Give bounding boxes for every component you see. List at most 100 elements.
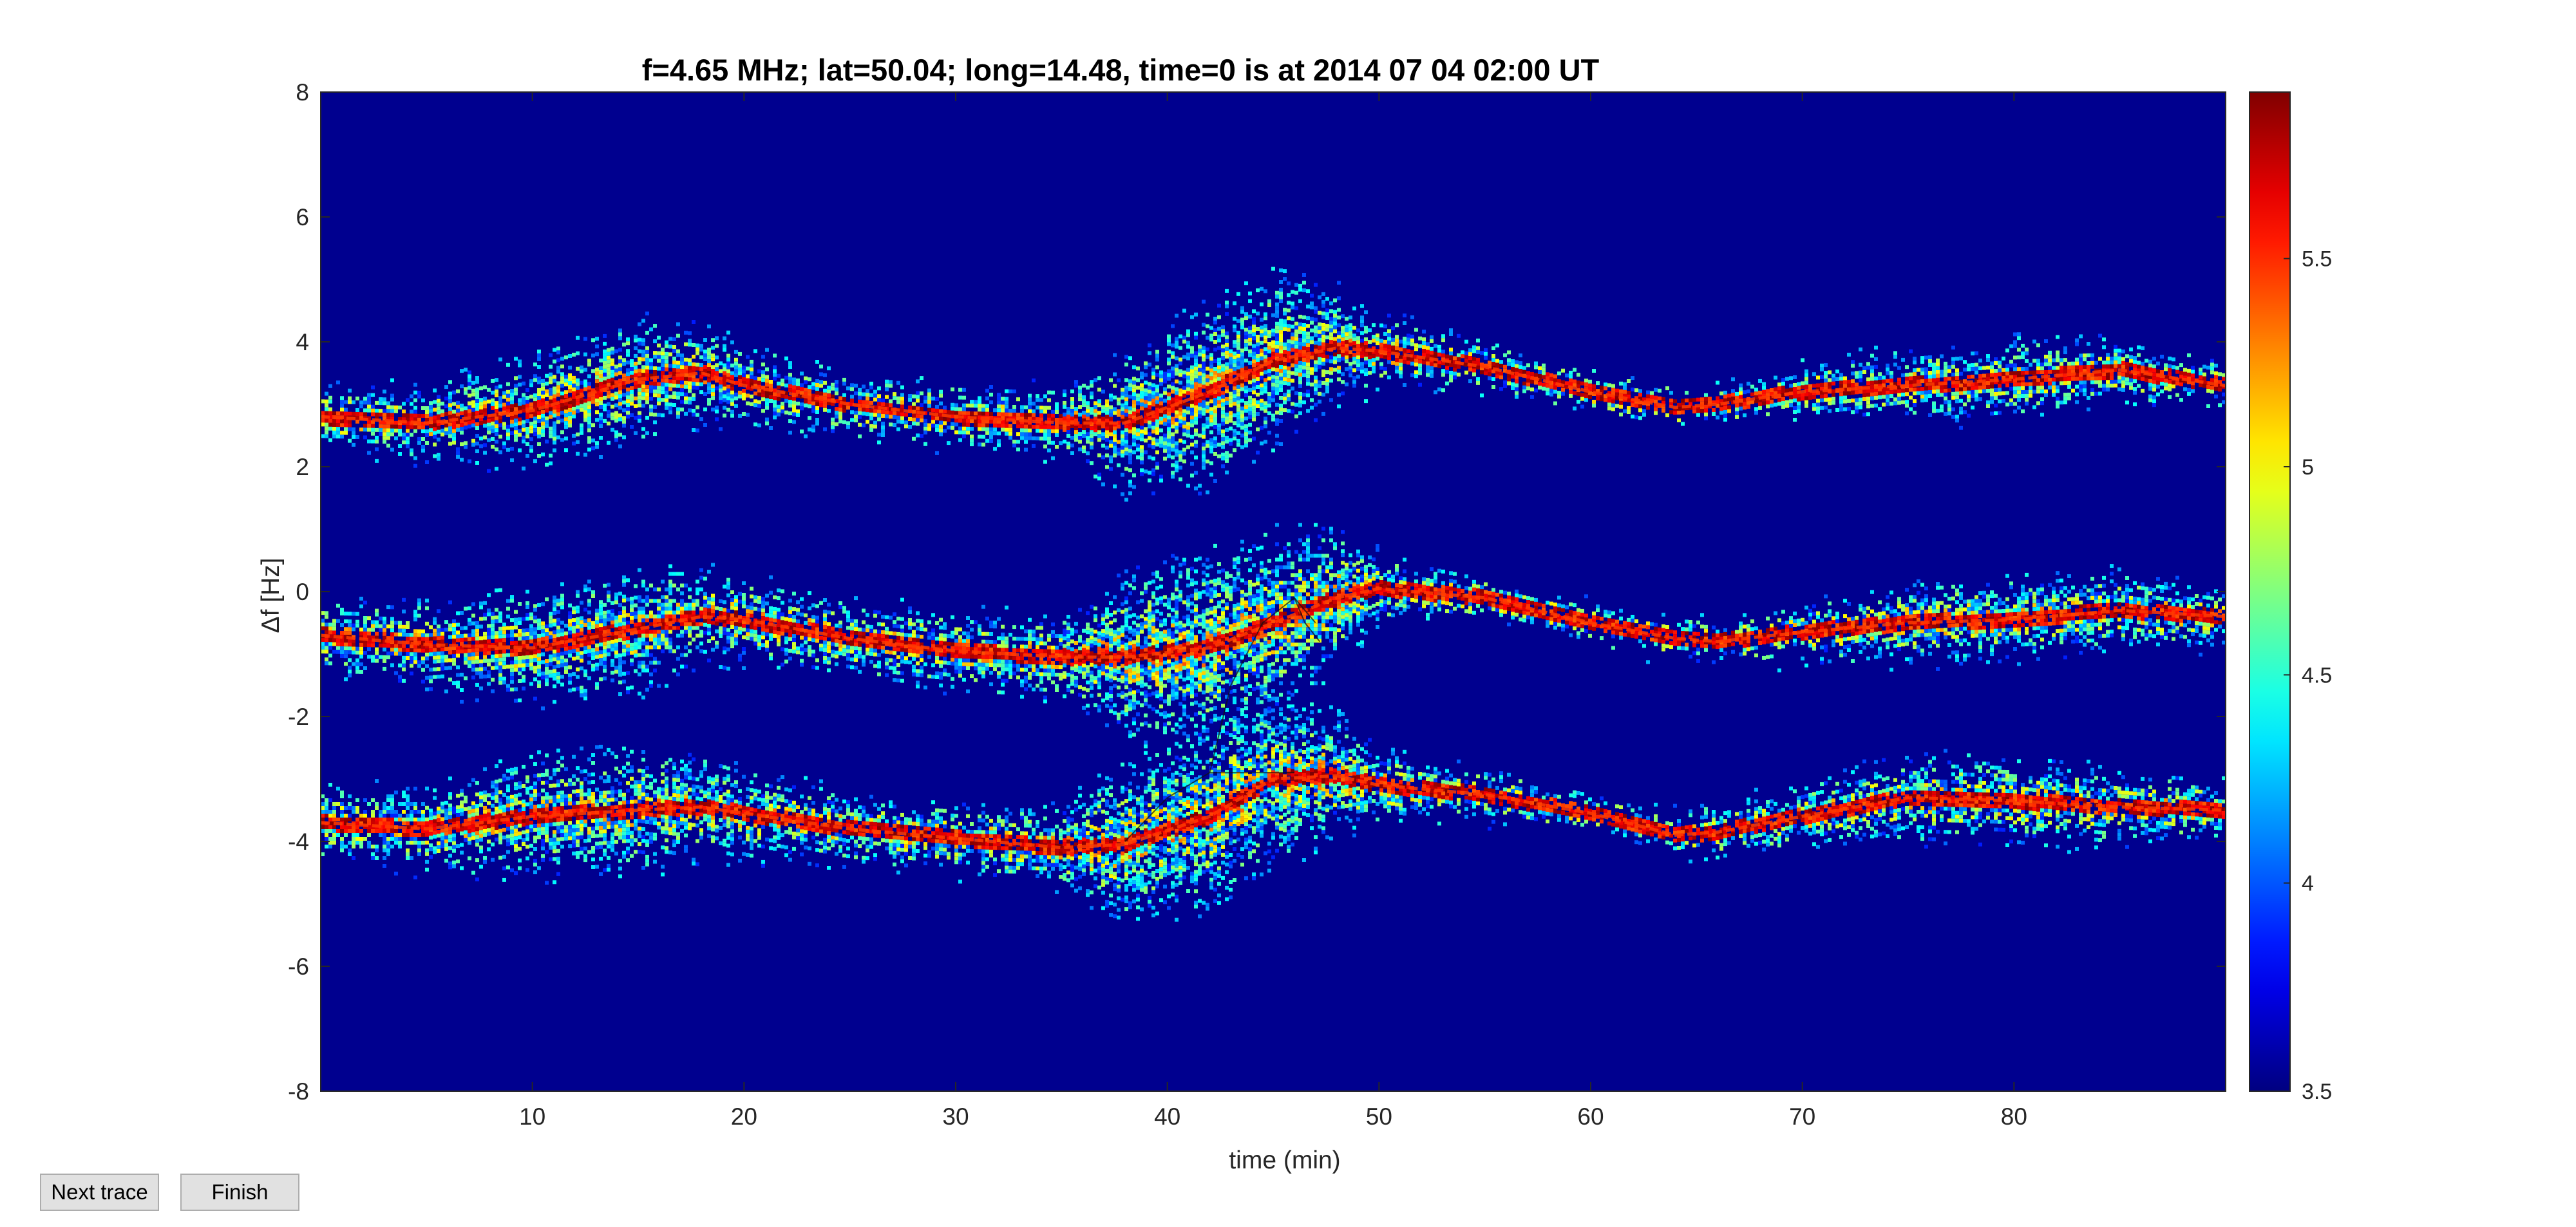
heatmap-cell (576, 409, 580, 413)
heatmap-cell (1275, 322, 1279, 326)
heatmap-cell (1117, 402, 1121, 406)
heatmap-cell (1171, 371, 1175, 375)
heatmap-cell (1190, 435, 1194, 439)
heatmap-cell (363, 397, 367, 400)
heatmap-cell (580, 431, 583, 435)
heatmap-cell (1279, 350, 1283, 353)
heatmap-cell (1090, 434, 1094, 438)
heatmap-cell (529, 449, 533, 453)
heatmap-cell (1101, 405, 1105, 409)
heatmap-cell (1917, 388, 1920, 391)
heatmap-cell (1287, 374, 1291, 378)
heatmap-cell (1963, 387, 1967, 391)
heatmap-cell (1190, 377, 1194, 381)
heatmap-cell (1236, 335, 1240, 339)
heatmap-cell (1862, 366, 1866, 370)
heatmap-cell (1700, 397, 1704, 401)
heatmap-cell (1221, 371, 1225, 375)
heatmap-cell (607, 410, 611, 414)
heatmap-cell (1314, 418, 1318, 422)
heatmap-cell (1642, 413, 1646, 417)
heatmap-cell (1209, 326, 1213, 330)
heatmap-cell (410, 410, 413, 414)
heatmap-cell (607, 364, 611, 368)
heatmap-cell (537, 427, 541, 431)
heatmap-cell (456, 451, 460, 455)
heatmap-cell (1016, 447, 1020, 451)
heatmap-cell (1229, 454, 1233, 458)
heatmap-cell (1163, 418, 1167, 422)
heatmap-cell (1975, 351, 1978, 355)
heatmap-cell (1600, 386, 1604, 389)
heatmap-cell (1097, 430, 1101, 434)
heatmap-cell (707, 351, 711, 355)
heatmap-cell (896, 400, 900, 404)
heatmap-cell (858, 396, 862, 400)
heatmap-cell (1163, 434, 1167, 438)
heatmap-cell (1291, 306, 1294, 310)
heatmap-cell (1036, 398, 1039, 402)
heatmap-cell (1074, 411, 1078, 415)
heatmap-cell (1418, 368, 1422, 371)
heatmap-cell (1132, 392, 1136, 396)
heatmap-cell (1140, 460, 1144, 464)
heatmap-cell (1182, 429, 1186, 433)
heatmap-cell (1016, 440, 1020, 444)
heatmap-cell (923, 427, 927, 431)
heatmap-cell (989, 427, 993, 431)
heatmap-cell (1739, 388, 1743, 391)
heatmap-cell (1534, 381, 1538, 385)
heatmap-cell (1179, 478, 1182, 482)
heatmap-cell (2052, 359, 2056, 362)
heatmap-cell (1542, 371, 1546, 375)
heatmap-cell (1430, 370, 1434, 374)
heatmap-cell (1897, 389, 1901, 393)
heatmap-cell (927, 393, 931, 397)
heatmap-cell (970, 404, 974, 407)
heatmap-cell (1233, 340, 1236, 344)
heatmap-cell (1739, 391, 1743, 395)
heatmap-cell (1159, 417, 1163, 421)
heatmap-cell (1256, 393, 1260, 397)
heatmap-cell (1209, 430, 1213, 434)
heatmap-cell (1275, 388, 1279, 391)
heatmap-cell (1797, 394, 1801, 398)
heatmap-cell (537, 415, 541, 419)
heatmap-cell (1352, 361, 1356, 364)
heatmap-cell (815, 360, 819, 364)
heatmap-cell (1859, 363, 1862, 367)
heatmap-cell (1785, 389, 1789, 393)
heatmap-cell (498, 435, 502, 438)
heatmap-cell (1963, 360, 1967, 364)
heatmap-cell (1206, 367, 1209, 371)
heatmap-cell (1136, 420, 1140, 424)
heatmap-cell (1372, 339, 1376, 342)
heatmap-cell (491, 406, 495, 410)
heatmap-cell (1198, 434, 1202, 438)
heatmap-cell (1522, 366, 1526, 370)
heatmap-cell (1321, 304, 1325, 308)
heatmap-cell (1975, 386, 1978, 390)
heatmap-cell (1121, 446, 1124, 450)
heatmap-cell (1905, 411, 1909, 415)
heatmap-cell (1225, 332, 1229, 335)
heatmap-cell (1144, 407, 1148, 411)
heatmap-cell (1209, 445, 1213, 449)
heatmap-cell (800, 402, 804, 406)
heatmap-cell (1967, 391, 1971, 395)
heatmap-cell (1453, 368, 1457, 371)
heatmap-cell (1047, 398, 1051, 402)
heatmap-cell (1492, 362, 1495, 366)
heatmap-cell (1063, 440, 1066, 444)
heatmap-cell (738, 414, 742, 418)
heatmap-cell (947, 410, 951, 414)
heatmap-cell (1878, 380, 1882, 384)
heatmap-cell (1144, 427, 1148, 431)
heatmap-cell (1225, 397, 1229, 401)
heatmap-cell (1005, 401, 1009, 405)
heatmap-cell (1804, 397, 1808, 400)
heatmap-cell (1924, 387, 1928, 391)
heatmap-cell (1198, 349, 1202, 353)
heatmap-cell (1673, 411, 1677, 415)
heatmap-cell (1275, 422, 1279, 426)
